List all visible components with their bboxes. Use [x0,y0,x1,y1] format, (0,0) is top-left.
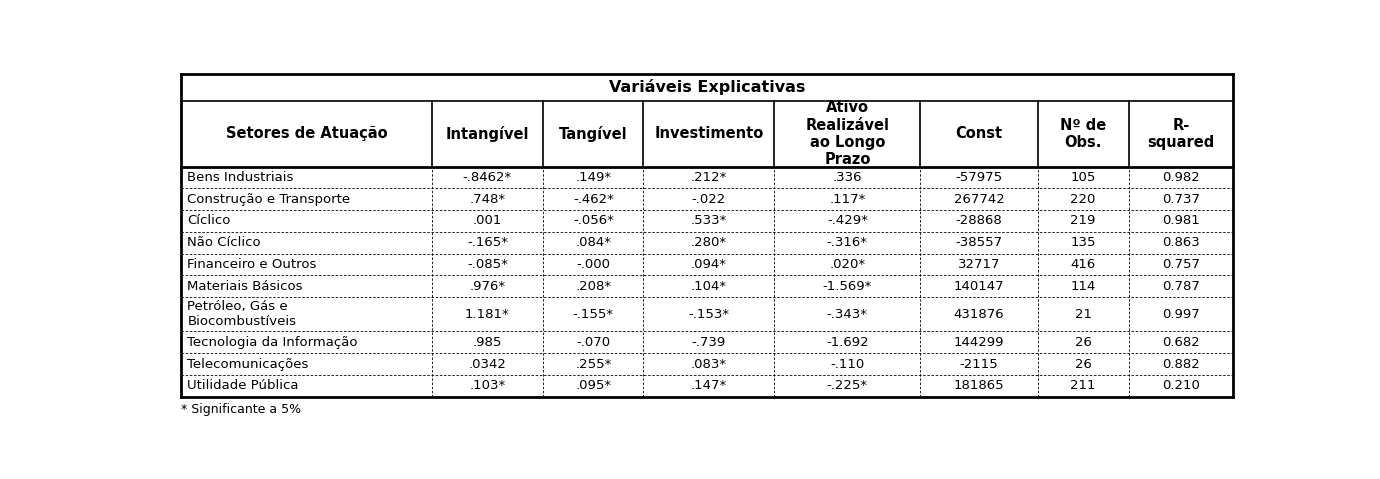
Text: 0.997: 0.997 [1162,308,1201,321]
Text: Intangível: Intangível [446,125,529,142]
Text: 144299: 144299 [954,336,1005,349]
Text: -.153*: -.153* [689,308,730,321]
Text: Tangível: Tangível [559,125,628,142]
Text: Cíclico: Cíclico [188,215,230,228]
Text: 0.787: 0.787 [1162,280,1201,293]
Text: 181865: 181865 [954,379,1005,392]
Text: 0.757: 0.757 [1162,258,1201,271]
Text: 431876: 431876 [954,308,1005,321]
Text: -.225*: -.225* [827,379,868,392]
Text: .255*: .255* [575,358,611,371]
Text: Construção e Transporte: Construção e Transporte [188,193,351,205]
Text: -.022: -.022 [691,193,726,205]
Text: -.462*: -.462* [573,193,614,205]
Text: -38557: -38557 [955,236,1002,249]
Text: 0.682: 0.682 [1162,336,1201,349]
Text: .280*: .280* [691,236,727,249]
Text: 0.210: 0.210 [1162,379,1201,392]
Text: -.739: -.739 [691,336,726,349]
Text: Investimento: Investimento [654,126,763,141]
Text: 1.181*: 1.181* [465,308,509,321]
Text: -1.569*: -1.569* [822,280,872,293]
Text: -.343*: -.343* [827,308,868,321]
Text: Materiais Básicos: Materiais Básicos [188,280,304,293]
Text: 135: 135 [1071,236,1096,249]
Text: .0342: .0342 [468,358,506,371]
Text: .212*: .212* [691,171,727,184]
Text: -.000: -.000 [577,258,610,271]
Text: .103*: .103* [469,379,505,392]
Text: -.056*: -.056* [573,215,614,228]
Text: Petróleo, Gás e
Biocombustíveis: Petróleo, Gás e Biocombustíveis [188,300,297,328]
Text: -.316*: -.316* [827,236,868,249]
Text: .985: .985 [473,336,502,349]
Text: 140147: 140147 [954,280,1005,293]
Text: 0.737: 0.737 [1162,193,1201,205]
Text: -.8462*: -.8462* [462,171,512,184]
Text: 0.863: 0.863 [1162,236,1201,249]
Text: 26: 26 [1075,336,1092,349]
Text: .084*: .084* [575,236,611,249]
Text: .020*: .020* [829,258,865,271]
Text: * Significante a 5%: * Significante a 5% [181,403,301,416]
Text: 211: 211 [1071,379,1096,392]
Text: Nº de
Obs.: Nº de Obs. [1060,117,1107,150]
Text: -28868: -28868 [955,215,1002,228]
Text: .748*: .748* [469,193,505,205]
Text: .094*: .094* [691,258,727,271]
Text: .208*: .208* [575,280,611,293]
Text: .001: .001 [473,215,502,228]
Text: Bens Industriais: Bens Industriais [188,171,294,184]
Text: 105: 105 [1071,171,1096,184]
Text: -.429*: -.429* [827,215,868,228]
Text: 0.981: 0.981 [1162,215,1201,228]
Text: .336: .336 [832,171,862,184]
Text: 0.982: 0.982 [1162,171,1201,184]
Text: Tecnologia da Informação: Tecnologia da Informação [188,336,357,349]
Text: 26: 26 [1075,358,1092,371]
Text: Const: Const [955,126,1002,141]
Text: .147*: .147* [691,379,727,392]
Text: Telecomunicações: Telecomunicações [188,358,309,371]
Text: Financeiro e Outros: Financeiro e Outros [188,258,317,271]
Text: Ativo
Realizável
ao Longo
Prazo: Ativo Realizável ao Longo Prazo [806,100,889,167]
Text: -2115: -2115 [959,358,998,371]
Text: -57975: -57975 [955,171,1002,184]
Text: .095*: .095* [575,379,611,392]
Text: -.155*: -.155* [573,308,614,321]
Text: 416: 416 [1071,258,1096,271]
Text: Variáveis Explicativas: Variáveis Explicativas [609,80,806,95]
Text: .104*: .104* [691,280,727,293]
Text: 220: 220 [1071,193,1096,205]
Text: 21: 21 [1075,308,1092,321]
Text: 267742: 267742 [954,193,1005,205]
Text: .083*: .083* [691,358,727,371]
Text: Setores de Atuação: Setores de Atuação [225,126,388,141]
Text: .117*: .117* [829,193,865,205]
Text: -.165*: -.165* [466,236,508,249]
Text: -1.692: -1.692 [827,336,868,349]
Text: 32717: 32717 [958,258,1000,271]
Text: -.085*: -.085* [466,258,508,271]
Text: -.070: -.070 [577,336,610,349]
Text: 0.882: 0.882 [1162,358,1201,371]
Text: Utilidade Pública: Utilidade Pública [188,379,299,392]
Text: 114: 114 [1071,280,1096,293]
Text: 219: 219 [1071,215,1096,228]
Text: .976*: .976* [469,280,505,293]
Text: .149*: .149* [575,171,611,184]
Text: R-
squared: R- squared [1147,117,1214,150]
Text: Não Cíclico: Não Cíclico [188,236,261,249]
Text: .533*: .533* [691,215,727,228]
Text: -.110: -.110 [831,358,864,371]
